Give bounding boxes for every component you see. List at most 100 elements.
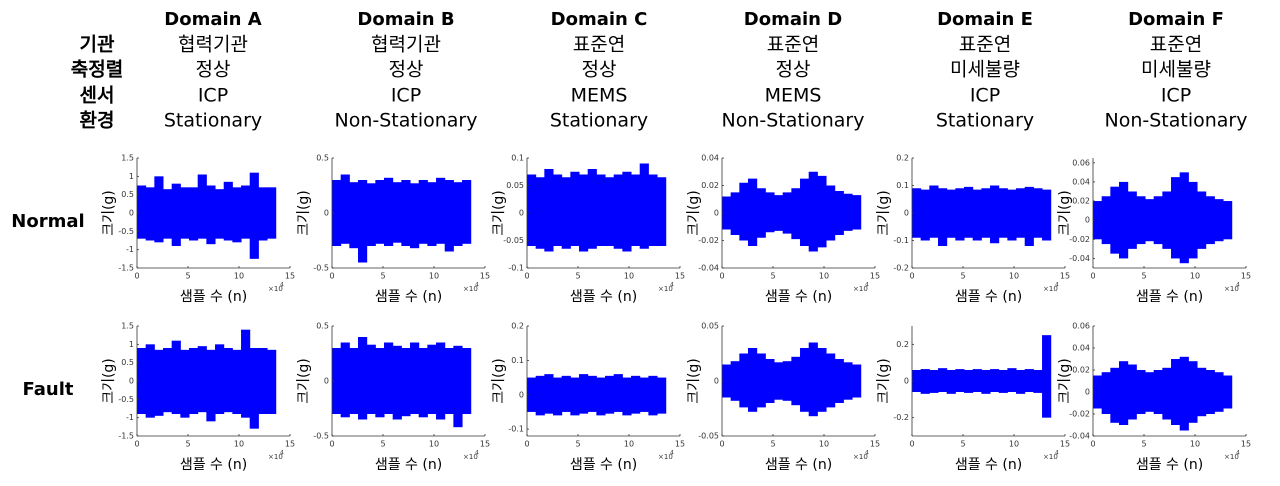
x-exponent: 4 — [1055, 450, 1059, 457]
domain-attribute: Stationary — [550, 110, 648, 132]
domain-attribute: 협력기관 — [178, 34, 248, 56]
x-multiplier: ×10 — [1224, 285, 1239, 293]
signal-envelope — [834, 359, 844, 403]
signal-envelope — [189, 348, 199, 414]
signal-envelope — [375, 180, 385, 244]
domain-attribute: Stationary — [936, 110, 1034, 132]
domain-attribute: ICP — [391, 85, 421, 107]
signal-envelope — [1171, 177, 1181, 259]
domain-attribute: Non-Stationary — [722, 110, 865, 132]
signal-envelope — [154, 176, 164, 243]
signal-envelope — [418, 180, 428, 244]
y-tick-label: -0.2 — [893, 264, 909, 273]
signal-envelope — [1093, 201, 1103, 240]
signal-envelope — [453, 345, 463, 428]
x-tick-label: 5 — [960, 272, 965, 281]
signal-envelope — [791, 188, 801, 240]
x-exponent: 4 — [1236, 282, 1240, 289]
x-tick-label: 10 — [819, 272, 829, 281]
signal-envelope — [197, 174, 207, 239]
signal-envelope — [981, 370, 991, 394]
signal-envelope — [1093, 375, 1103, 409]
condition-label: Normal — [11, 211, 84, 232]
signal-envelope — [1016, 188, 1026, 238]
x-tick-label: 15 — [1241, 272, 1251, 281]
signal-envelope — [1024, 186, 1034, 246]
y-tick-label: 0 — [129, 209, 134, 218]
y-tick-label: 0.05 — [701, 322, 719, 331]
signal-envelope — [223, 348, 233, 413]
signal-envelope — [998, 188, 1008, 238]
x-tick-label: 5 — [380, 440, 385, 449]
signal-envelope — [436, 177, 446, 244]
x-tick-label: 5 — [770, 440, 775, 449]
x-tick-label: 5 — [960, 440, 965, 449]
signal-envelope — [579, 374, 589, 414]
signal-envelope — [171, 183, 181, 246]
signal-envelope — [462, 180, 472, 244]
signal-envelope — [1042, 189, 1052, 241]
domain-attribute: Non-Stationary — [335, 110, 478, 132]
y-tick-label: 0.2 — [896, 154, 909, 163]
signal-envelope — [1223, 375, 1233, 409]
signal-envelope — [444, 180, 454, 252]
x-multiplier: ×10 — [853, 453, 868, 461]
signal-envelope — [800, 348, 810, 412]
y-tick-label: 0.1 — [511, 154, 524, 163]
signal-envelope — [639, 377, 649, 412]
signal-envelope — [206, 185, 216, 245]
signal-envelope — [1153, 370, 1163, 414]
y-tick-label: -0.2 — [893, 413, 909, 422]
y-tick-label: 0 — [904, 209, 909, 218]
signal-envelope — [258, 187, 268, 241]
signal-envelope — [544, 169, 554, 252]
plot: -1.5 -1 -0.5 0 0.5 1 1.5 0 5 10 15×104 샘플 수 (n) 크기(g… — [101, 322, 295, 474]
y-tick-label: -0.5 — [313, 432, 329, 441]
signal-envelope — [791, 356, 801, 406]
y-tick-label: 0.1 — [511, 356, 524, 365]
signal-envelope — [180, 187, 190, 239]
x-tick-label: 10 — [1190, 272, 1200, 281]
domain-attribute: ICP — [198, 85, 228, 107]
y-tick-label: -0.02 — [1069, 235, 1090, 244]
x-tick-label: 0 — [329, 272, 334, 281]
signal-envelope — [410, 183, 420, 249]
signal-envelope — [808, 171, 818, 252]
signal-envelope — [852, 195, 862, 230]
y-tick-label: -0.04 — [1069, 254, 1090, 263]
domain-attribute: ICP — [1161, 85, 1191, 107]
signal-envelope — [241, 329, 251, 418]
signal-envelope — [349, 182, 359, 249]
x-multiplier: ×10 — [268, 285, 283, 293]
x-tick-label: 0 — [1090, 272, 1095, 281]
x-axis-label: 샘플 수 (n) — [180, 457, 247, 473]
y-tick-label: 0.04 — [1072, 177, 1090, 186]
x-exponent: 4 — [670, 450, 674, 457]
signal-envelope — [535, 375, 545, 416]
signal-envelope — [920, 189, 930, 241]
y-tick-label: 1.5 — [121, 322, 134, 331]
y-tick-label: 0.02 — [1072, 366, 1090, 375]
y-tick-label: 0.5 — [316, 154, 329, 163]
y-tick-label: -0.1 — [508, 264, 524, 273]
x-tick-label: 10 — [624, 440, 634, 449]
domain-attribute: 협력기관 — [371, 34, 441, 56]
signal-envelope — [1205, 370, 1215, 414]
x-tick-label: 15 — [480, 272, 490, 281]
x-exponent: 4 — [280, 450, 284, 457]
y-tick-label: 0 — [324, 209, 329, 218]
signal-envelope — [1153, 196, 1163, 245]
y-axis-label: 크기(g) — [296, 190, 312, 236]
signal-envelope — [800, 178, 810, 246]
signal-envelope — [648, 375, 658, 416]
x-tick-label: 10 — [1190, 440, 1200, 449]
y-axis-label: 크기(g) — [101, 190, 117, 236]
signal-envelope — [1145, 199, 1155, 242]
signal-envelope — [1127, 364, 1137, 420]
signal-envelope — [657, 377, 667, 414]
y-tick-label: -0.05 — [698, 432, 719, 441]
y-tick-label: 0.06 — [1072, 158, 1090, 167]
signal-envelope — [1110, 186, 1120, 254]
y-tick-label: -0.02 — [1069, 410, 1090, 419]
domain-attribute: 정상 — [389, 59, 424, 81]
